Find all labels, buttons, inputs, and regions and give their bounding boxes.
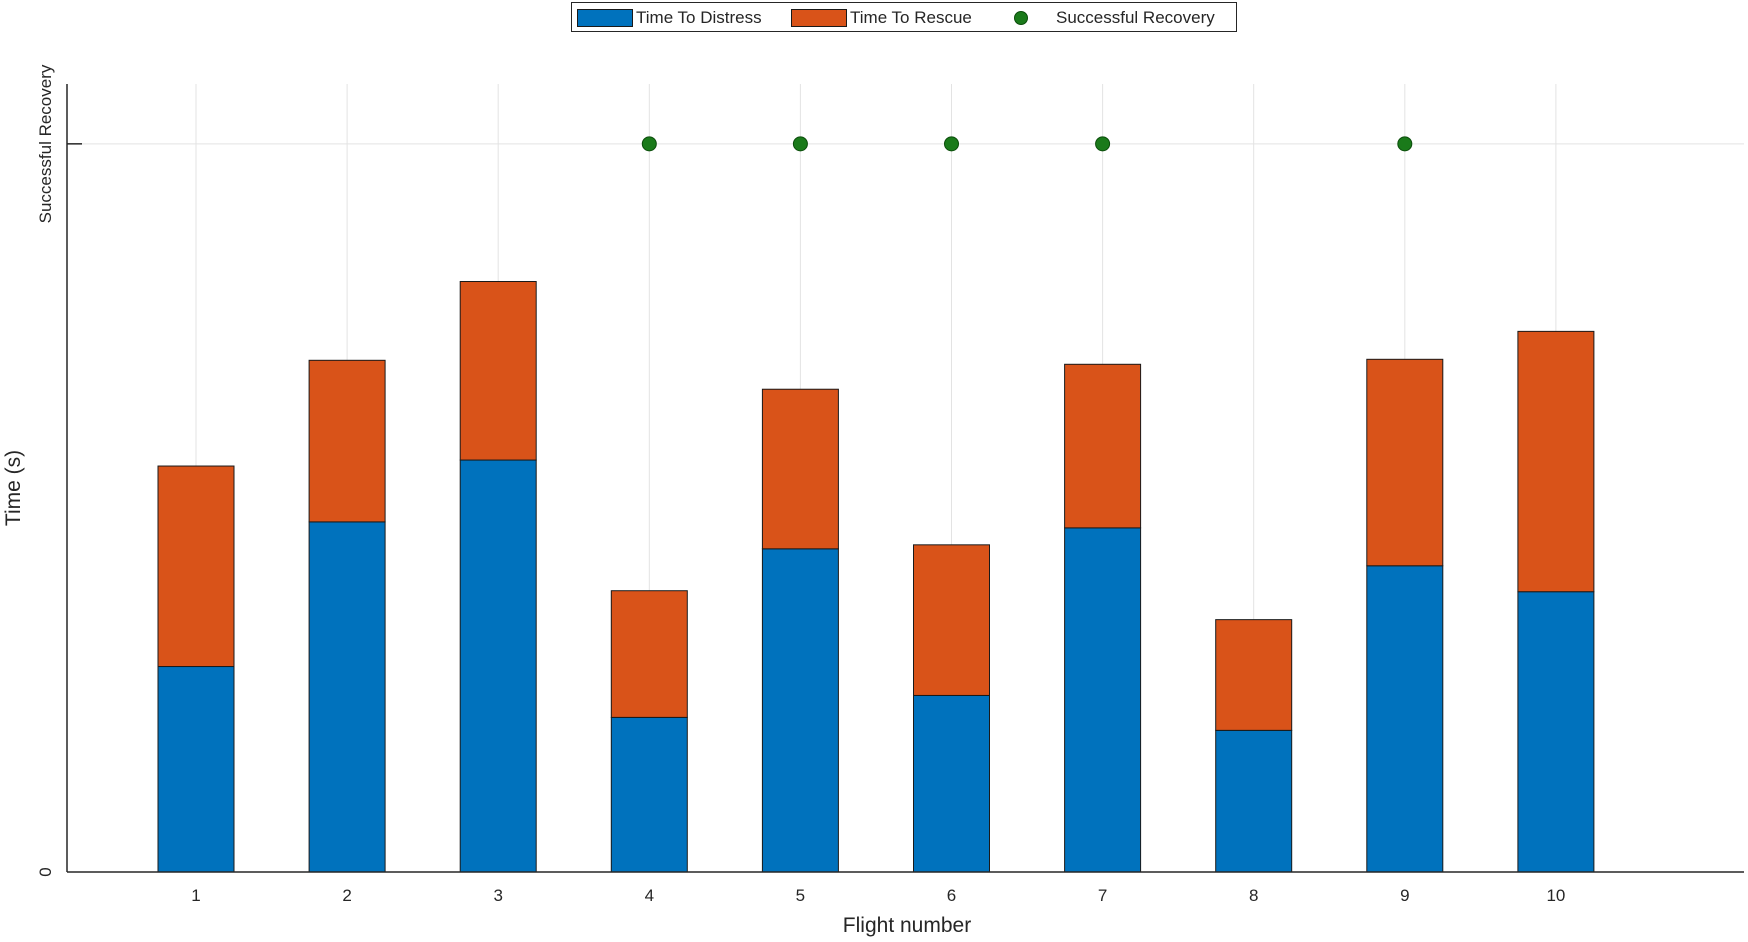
legend-item-distress: Time To Distress bbox=[577, 7, 762, 29]
x-axis-label: Flight number bbox=[843, 914, 971, 937]
legend-label-distress: Time To Distress bbox=[636, 8, 762, 27]
recovery-marker-4 bbox=[641, 136, 657, 152]
recovery-marker-9 bbox=[1397, 136, 1413, 152]
bar-rescue-6 bbox=[913, 544, 990, 696]
legend-item-recovery: Successful Recovery bbox=[1006, 7, 1215, 29]
bar-rescue-8 bbox=[1215, 619, 1293, 731]
y-tick-label-zero: 0 bbox=[36, 867, 55, 876]
x-tick-label: 5 bbox=[796, 886, 805, 905]
recovery-marker-7 bbox=[1095, 136, 1111, 152]
bar-distress-9 bbox=[1366, 565, 1444, 873]
bar-distress-2 bbox=[308, 521, 386, 873]
y-axis-label: Time (s) bbox=[2, 450, 25, 526]
bar-rescue-2 bbox=[308, 359, 386, 523]
bar-rescue-1 bbox=[157, 465, 235, 668]
bar-distress-1 bbox=[157, 666, 235, 873]
bar-rescue-9 bbox=[1366, 358, 1444, 567]
recovery-marker-6 bbox=[944, 136, 959, 152]
x-tick-label: 7 bbox=[1098, 886, 1107, 905]
x-tick-label: 8 bbox=[1249, 886, 1258, 905]
bar-distress-10 bbox=[1517, 591, 1595, 873]
legend-label-rescue: Time To Rescue bbox=[850, 8, 972, 27]
axes: 1 2 3 4 5 6 7 8 9 10 bbox=[66, 84, 1744, 905]
bar-rescue-7 bbox=[1064, 363, 1142, 529]
x-tick-label: 6 bbox=[947, 886, 956, 905]
recovery-marker-5 bbox=[792, 136, 808, 152]
x-tick-label: 2 bbox=[342, 886, 351, 905]
y-tick-label-successful-recovery: Successful Recovery bbox=[36, 64, 55, 223]
legend-swatch-distress bbox=[577, 9, 633, 27]
bar-distress-3 bbox=[459, 459, 537, 873]
bar-distress-4 bbox=[610, 716, 688, 873]
x-tick-label: 3 bbox=[493, 886, 502, 905]
legend-label-recovery: Successful Recovery bbox=[1056, 8, 1215, 27]
bar-rescue-3 bbox=[459, 280, 537, 461]
legend: Time To Distress Time To Rescue Successf… bbox=[571, 2, 1237, 32]
bar-rescue-5 bbox=[761, 388, 839, 550]
bar-rescue-10 bbox=[1517, 330, 1595, 593]
x-tick-label: 1 bbox=[191, 886, 200, 905]
bar-rescue-4 bbox=[610, 590, 688, 718]
bars bbox=[157, 280, 1595, 873]
x-tick-label: 9 bbox=[1400, 886, 1409, 905]
bar-distress-5 bbox=[761, 548, 839, 873]
legend-marker-recovery bbox=[1014, 11, 1028, 25]
bar-distress-6 bbox=[913, 694, 990, 873]
legend-swatch-rescue bbox=[791, 9, 847, 27]
x-tick-label: 10 bbox=[1546, 886, 1565, 905]
recovery-markers bbox=[641, 136, 1413, 152]
x-tick-label: 4 bbox=[645, 886, 654, 905]
bar-distress-8 bbox=[1215, 729, 1293, 873]
bar-distress-7 bbox=[1064, 527, 1142, 873]
legend-item-rescue: Time To Rescue bbox=[791, 7, 972, 29]
